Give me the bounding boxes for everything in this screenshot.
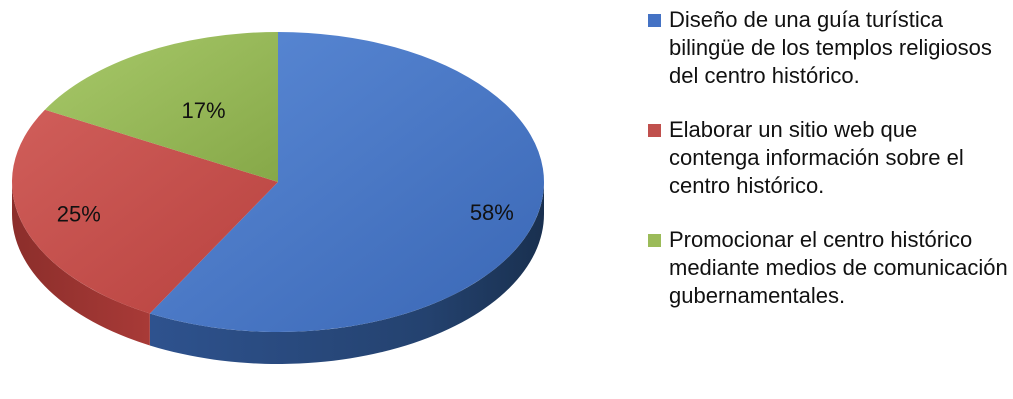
pie-slice-promocionar — [44, 32, 279, 182]
legend-item-promocionar: Promocionar el centro histórico mediante… — [648, 226, 1010, 310]
legend-swatch-green — [648, 234, 661, 247]
data-label-guia: 58% — [470, 200, 514, 225]
legend-item-guia: Diseño de una guía turística bilingüe de… — [648, 6, 1010, 90]
pie-side-guia — [149, 182, 544, 365]
data-label-sitio-web: 25% — [57, 202, 101, 227]
legend-label-promocionar: Promocionar el centro histórico mediante… — [669, 227, 1008, 308]
pie-slice-sitio-web — [12, 109, 279, 314]
pie-slice-guia — [149, 32, 544, 332]
pie-chart: 58% 25% 17% — [12, 32, 544, 365]
legend: Diseño de una guía turística bilingüe de… — [648, 6, 1010, 310]
legend-label-guia: Diseño de una guía turística bilingüe de… — [669, 7, 992, 88]
legend-swatch-red — [648, 124, 661, 137]
legend-label-sitio-web: Elaborar un sitio web que contenga infor… — [669, 117, 964, 198]
data-label-promocionar: 17% — [182, 98, 226, 123]
legend-item-sitio-web: Elaborar un sitio web que contenga infor… — [648, 116, 1010, 200]
pie-chart-svg: 58% 25% 17% — [12, 32, 544, 365]
legend-swatch-blue — [648, 14, 661, 27]
pie-side-sitio-web — [12, 182, 150, 346]
